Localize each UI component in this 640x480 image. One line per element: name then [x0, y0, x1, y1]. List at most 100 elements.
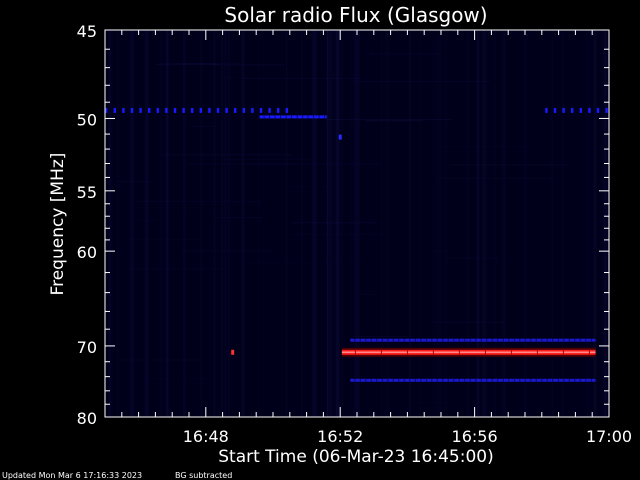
- noise-streak: [445, 257, 499, 259]
- noise-streak: [165, 30, 170, 417]
- band-gap: [464, 378, 466, 382]
- noise-streak: [603, 30, 607, 417]
- noise-streak: [224, 30, 228, 417]
- band-gap: [524, 378, 526, 382]
- band-segment: [562, 107, 565, 113]
- band-gap: [579, 338, 581, 342]
- noise-streak: [449, 164, 568, 166]
- noise-streak: [252, 163, 380, 165]
- x-axis-label: Start Time (06-Mar-23 16:45:00): [218, 447, 493, 467]
- band-gap: [574, 378, 576, 382]
- noise-streak: [604, 30, 608, 417]
- noise-streak: [354, 30, 358, 417]
- band-gap: [398, 338, 400, 342]
- y-tick-label: 70: [77, 338, 97, 357]
- band-segment: [545, 107, 548, 113]
- band-gap: [302, 115, 304, 119]
- noise-streak: [371, 30, 373, 417]
- band-gap: [519, 338, 521, 342]
- band-gap: [318, 115, 320, 119]
- band-gap: [519, 378, 521, 382]
- band-gap: [370, 378, 372, 382]
- noise-streak: [384, 30, 388, 417]
- band-gap: [376, 338, 378, 342]
- band-gap: [387, 378, 389, 382]
- noise-streak: [352, 30, 355, 417]
- band-gap: [453, 378, 455, 382]
- noise-streak: [214, 216, 264, 219]
- noise-streak: [335, 30, 339, 417]
- band-gap: [475, 338, 477, 342]
- noise-streak: [419, 30, 421, 417]
- noise-streak: [561, 30, 565, 417]
- band-gap: [442, 378, 444, 382]
- band-gap: [269, 115, 271, 119]
- noise-streak: [312, 30, 316, 417]
- band-gap: [431, 378, 433, 382]
- band-gap: [392, 378, 394, 382]
- noise-streak: [431, 321, 506, 323]
- noise-streak: [332, 30, 334, 417]
- band-gap: [447, 378, 449, 382]
- band-gap: [557, 378, 559, 382]
- noise-streak: [476, 30, 479, 417]
- band-gap: [370, 338, 372, 342]
- noise-streak: [354, 30, 356, 417]
- noise-streak: [244, 261, 365, 264]
- noise-streak: [229, 64, 260, 66]
- band-segment: [285, 107, 288, 113]
- noise-streak: [366, 120, 423, 122]
- band-gap: [513, 338, 515, 342]
- noise-streak: [154, 63, 221, 65]
- noise-streak: [117, 30, 120, 417]
- noise-streak: [161, 154, 292, 156]
- noise-streak: [200, 30, 203, 417]
- noise-streak: [436, 30, 438, 417]
- band-gap: [513, 378, 515, 382]
- noise-streak: [355, 81, 491, 83]
- noise-streak: [601, 30, 605, 417]
- noise-streak: [123, 239, 200, 241]
- band-gap: [307, 115, 309, 119]
- band-gap: [432, 349, 434, 355]
- noise-streak: [242, 77, 362, 80]
- band-gap: [263, 115, 265, 119]
- band-gap: [447, 338, 449, 342]
- noise-streak: [326, 30, 329, 417]
- band-gap: [458, 349, 460, 355]
- band-gap: [486, 338, 488, 342]
- noise-streak: [380, 30, 383, 417]
- band-segment: [182, 107, 185, 113]
- band-gap: [409, 378, 411, 382]
- footer-bg-note: BG subtracted: [175, 471, 232, 480]
- noise-streak: [413, 401, 454, 403]
- noise-streak: [356, 30, 361, 417]
- band-gap: [403, 338, 405, 342]
- noise-streak: [351, 30, 353, 417]
- emission-band: [350, 338, 596, 342]
- noise-streak: [115, 359, 200, 361]
- noise-streak: [314, 30, 317, 417]
- noise-streak: [326, 119, 453, 121]
- noise-streak: [142, 378, 211, 380]
- band-segment: [225, 107, 228, 113]
- band-segment: [105, 107, 108, 113]
- noise-streak: [286, 30, 288, 417]
- band-segment: [579, 107, 582, 113]
- band-gap: [420, 378, 422, 382]
- band-gap: [535, 378, 537, 382]
- noise-streak: [481, 30, 485, 417]
- band-segment: [605, 107, 608, 113]
- noise-streak: [146, 30, 148, 417]
- y-axis-label: Frequency [MHz]: [48, 153, 68, 296]
- band-gap: [530, 378, 532, 382]
- noise-streak: [116, 180, 152, 183]
- band-gap: [380, 349, 382, 355]
- band-gap: [324, 115, 326, 119]
- y-tick-label: 45: [77, 22, 97, 41]
- band-segment: [268, 107, 271, 113]
- noise-streak: [588, 30, 592, 417]
- noise-streak: [494, 30, 497, 417]
- band-gap: [425, 378, 427, 382]
- noise-streak: [146, 30, 148, 417]
